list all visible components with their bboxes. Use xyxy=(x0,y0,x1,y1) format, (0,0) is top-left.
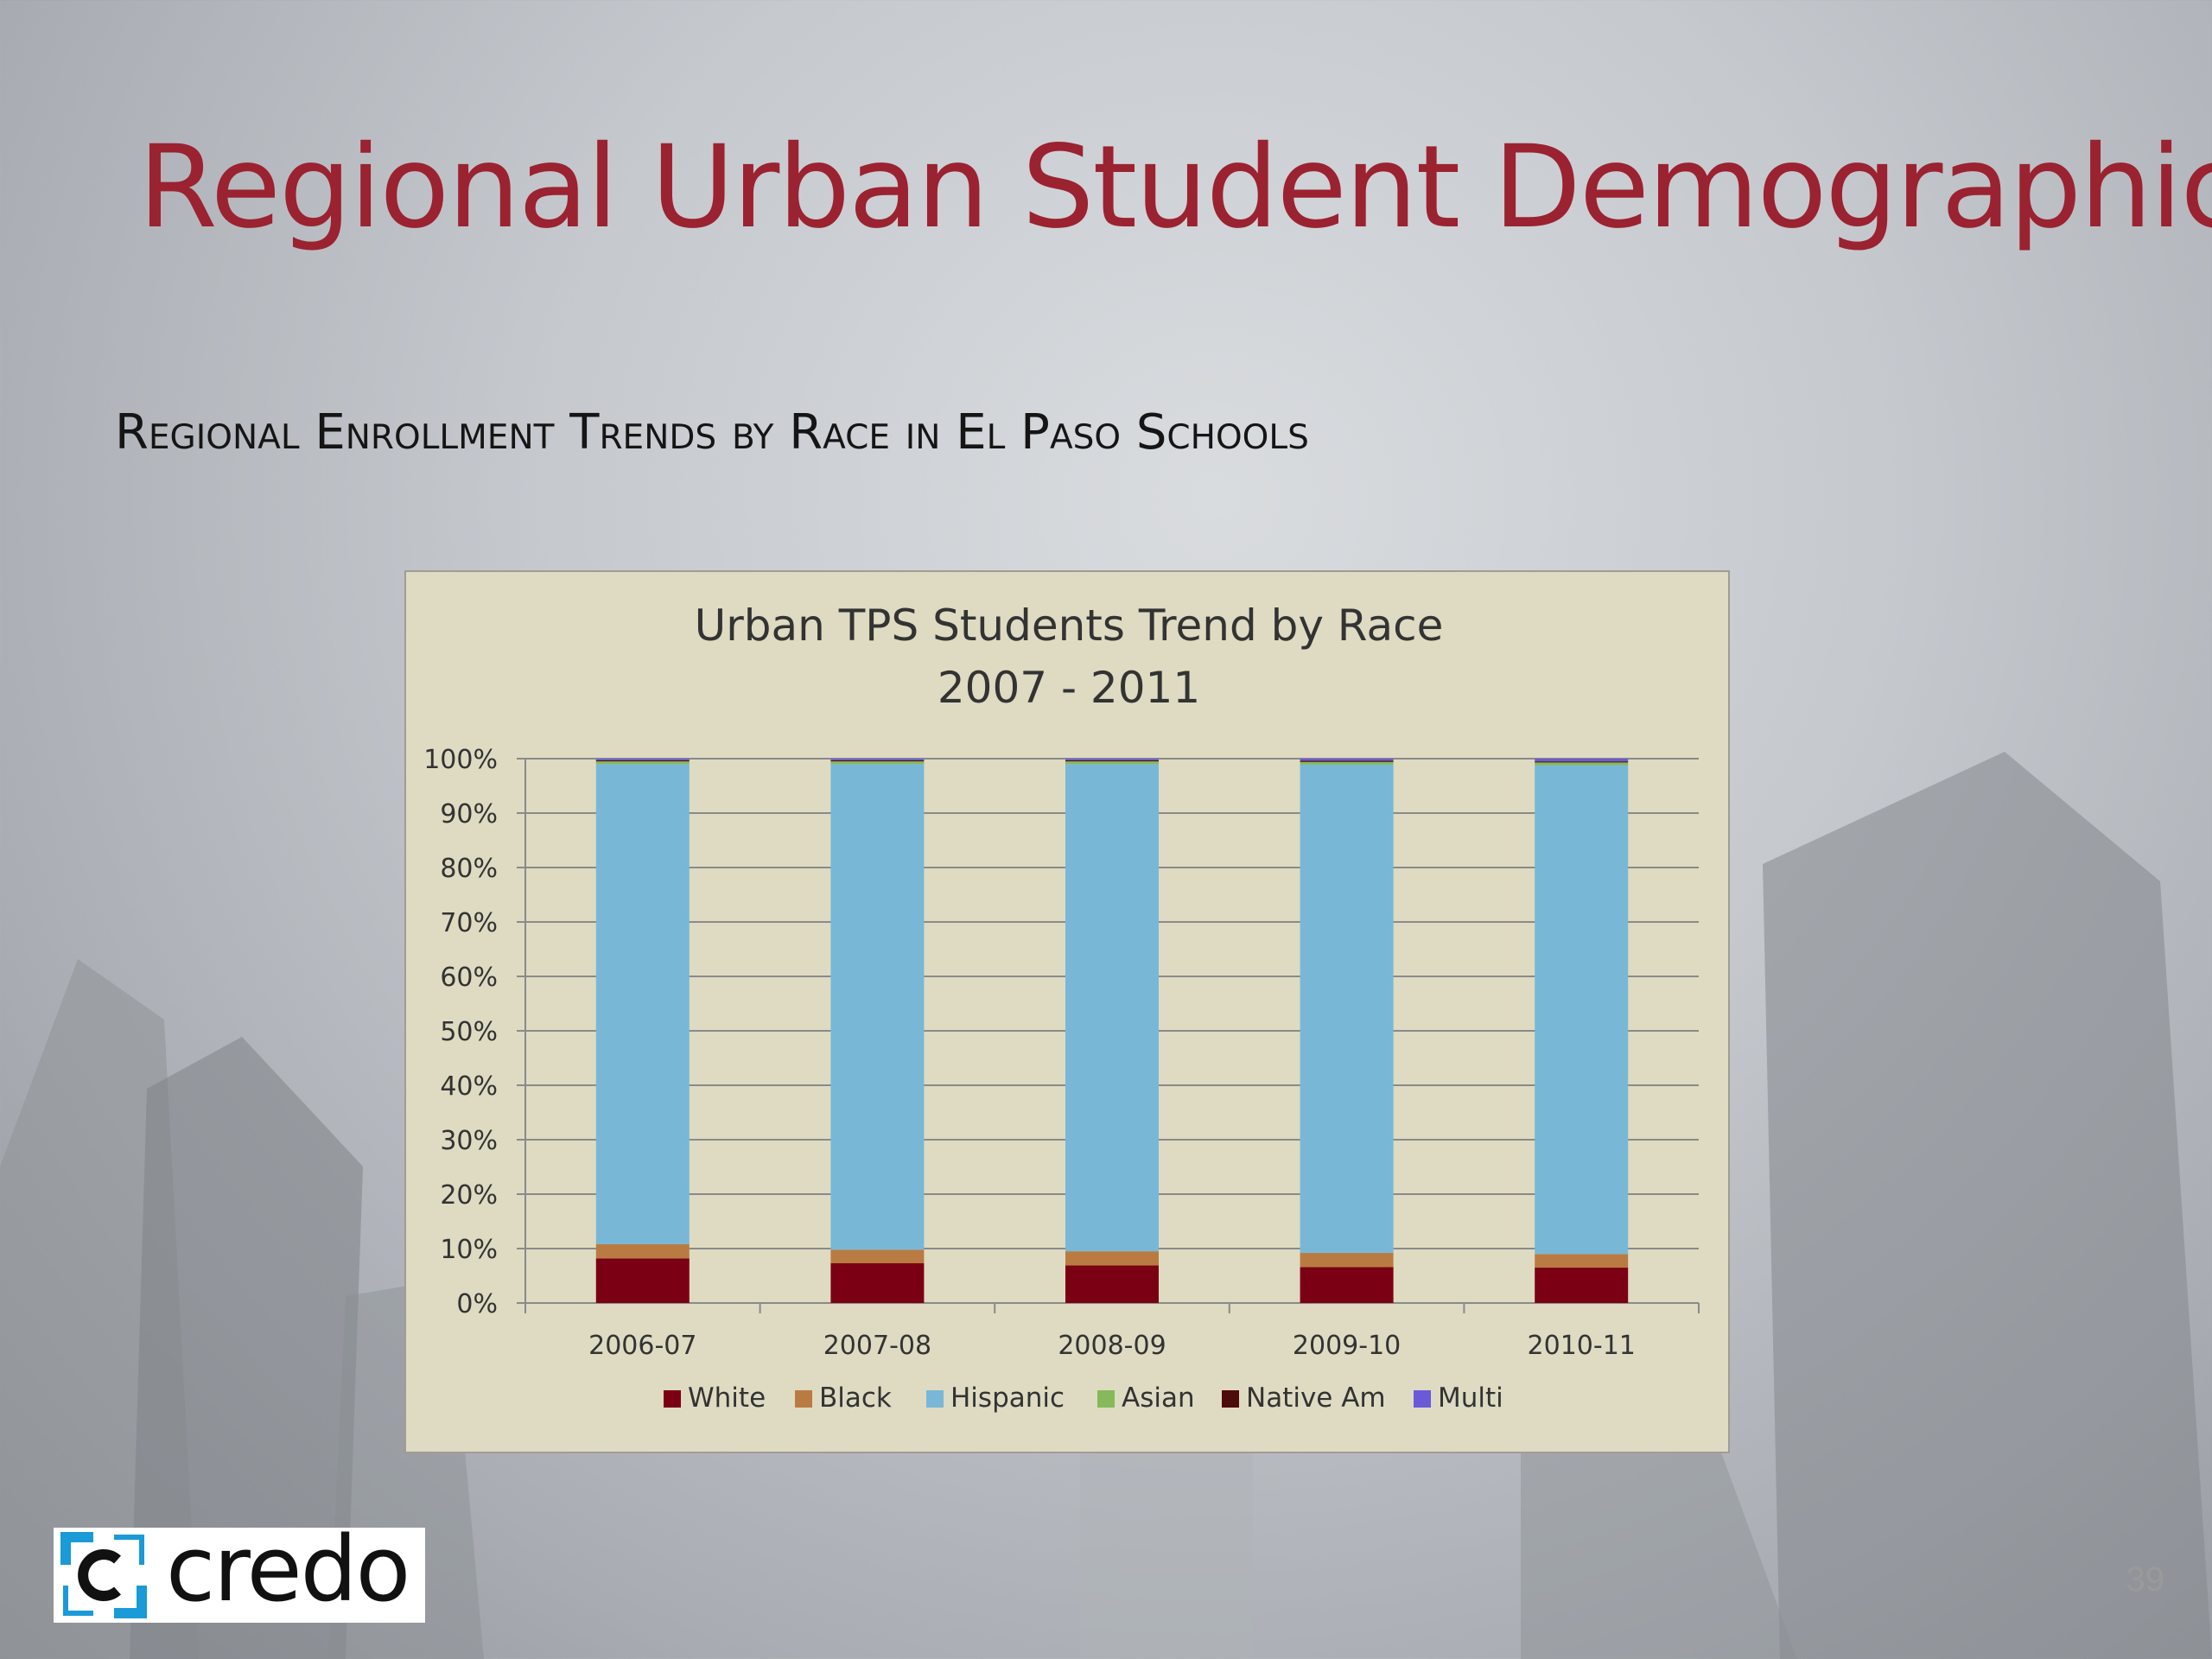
bar-segment-native-am xyxy=(1065,760,1159,762)
legend-label: White xyxy=(688,1382,766,1414)
credo-logo: credo xyxy=(54,1524,425,1623)
legend-swatch xyxy=(795,1390,812,1408)
legend-label: Native Am xyxy=(1246,1382,1386,1414)
bar-segment-white xyxy=(830,1263,925,1303)
bar-segment-white xyxy=(1535,1268,1629,1303)
bar-segment-asian xyxy=(1300,761,1394,765)
y-tick-label: 80% xyxy=(440,854,498,884)
logo-text: credo xyxy=(166,1516,410,1622)
legend-swatch xyxy=(926,1390,944,1408)
bar-segment-white xyxy=(1065,1265,1159,1303)
bar-segment-hispanic xyxy=(595,764,690,1244)
y-tick-label: 90% xyxy=(440,799,498,830)
bar-segment-asian xyxy=(595,761,690,765)
y-tick-label: 100% xyxy=(423,745,498,775)
bar-segment-multi xyxy=(1535,759,1629,762)
x-tick-label: 2009-10 xyxy=(1293,1331,1401,1361)
y-tick-label: 0% xyxy=(456,1289,498,1319)
bar-segment-black xyxy=(830,1249,925,1264)
legend-label: Multi xyxy=(1438,1382,1503,1414)
bar-segment-asian xyxy=(1535,762,1629,766)
stacked-bar-chart: Urban TPS Students Trend by Race 2007 - 2… xyxy=(423,601,1700,1414)
bar-segment-hispanic xyxy=(830,764,925,1250)
x-tick-label: 2007-08 xyxy=(823,1331,931,1361)
credo-logo-mark-icon xyxy=(60,1532,147,1618)
legend-label: Asian xyxy=(1122,1382,1195,1414)
bar-segment-multi xyxy=(830,759,925,760)
page-number: 39 xyxy=(2126,1560,2165,1599)
y-tick-label: 60% xyxy=(440,963,498,993)
chart-subtitle: 2007 - 2011 xyxy=(938,663,1200,713)
legend-swatch xyxy=(1222,1390,1239,1408)
bar-segment-hispanic xyxy=(1065,764,1159,1252)
slide-title: Regional Urban Student Demographics xyxy=(138,121,2212,254)
bar-segment-asian xyxy=(1065,761,1159,765)
bar-segment-hispanic xyxy=(1300,764,1394,1254)
bar-segment-black xyxy=(1065,1251,1159,1266)
slide-subtitle: Regional Enrollment Trends by Race in El… xyxy=(115,404,1309,461)
bar-segment-white xyxy=(1300,1267,1394,1303)
bar-segment-multi xyxy=(1065,759,1159,760)
bar-segment-native-am xyxy=(830,760,925,762)
bar-segment-black xyxy=(1535,1254,1629,1268)
bar-segment-black xyxy=(1300,1253,1394,1268)
bar-segment-hispanic xyxy=(1535,765,1629,1255)
legend-label: Black xyxy=(819,1382,892,1414)
bar-segment-native-am xyxy=(595,760,690,762)
y-tick-label: 40% xyxy=(440,1071,498,1102)
y-tick-label: 50% xyxy=(440,1017,498,1047)
legend-swatch xyxy=(1097,1390,1115,1408)
legend-swatch xyxy=(1414,1390,1431,1408)
x-tick-label: 2010-11 xyxy=(1528,1331,1636,1361)
legend-label: Hispanic xyxy=(950,1382,1065,1414)
bar-segment-multi xyxy=(595,759,690,760)
bar-segment-native-am xyxy=(1300,760,1394,762)
bar-segment-white xyxy=(595,1258,690,1303)
y-tick-label: 20% xyxy=(440,1180,498,1211)
x-tick-label: 2008-09 xyxy=(1058,1331,1166,1361)
bar-segment-asian xyxy=(830,761,925,765)
chart-panel: Urban TPS Students Trend by Race 2007 - 2… xyxy=(404,570,1730,1453)
bar-segment-native-am xyxy=(1535,761,1629,763)
chart-title: Urban TPS Students Trend by Race xyxy=(695,601,1444,651)
bar-segment-multi xyxy=(1300,759,1394,761)
x-tick-label: 2006-07 xyxy=(588,1331,696,1361)
y-tick-label: 10% xyxy=(440,1235,498,1265)
bar-segment-black xyxy=(595,1243,690,1259)
y-tick-label: 30% xyxy=(440,1126,498,1156)
y-tick-label: 70% xyxy=(440,908,498,938)
legend-swatch xyxy=(664,1390,681,1408)
